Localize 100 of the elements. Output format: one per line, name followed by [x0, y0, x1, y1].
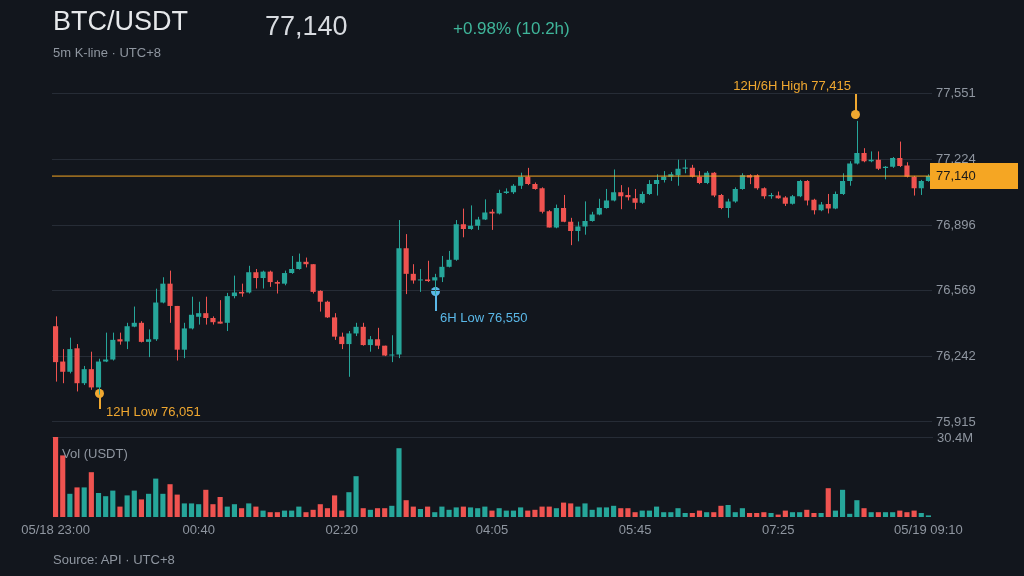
candlestick — [560, 194, 567, 223]
annotation: 12H/6H High 77,415 — [733, 78, 851, 93]
bar — [95, 493, 102, 517]
bar — [153, 478, 159, 517]
bar — [553, 508, 559, 517]
candlestick — [804, 179, 810, 206]
bar — [117, 506, 123, 517]
candlestick — [160, 276, 166, 304]
bar — [503, 510, 509, 517]
bar — [81, 487, 87, 517]
y-tick-label: 76,569 — [936, 282, 976, 298]
candlestick — [181, 322, 187, 359]
candlestick — [897, 141, 903, 168]
candlestick — [632, 188, 638, 210]
candlestick — [146, 328, 152, 358]
y-tick-label: 77,551 — [936, 85, 976, 101]
bar — [496, 508, 502, 517]
chart-title: BTC/USDT — [53, 6, 188, 37]
candlestick — [496, 189, 502, 215]
bar — [918, 513, 924, 517]
bar — [668, 512, 674, 517]
bar — [239, 508, 245, 517]
text: 77,140 — [265, 11, 348, 42]
bar — [103, 496, 109, 517]
candlestick — [88, 351, 94, 391]
bar — [804, 509, 810, 517]
candlestick — [317, 289, 323, 313]
bar — [310, 509, 316, 517]
x-tick-label: 05:45 — [618, 522, 652, 538]
bar — [253, 506, 259, 517]
candlestick — [389, 334, 395, 363]
bar — [217, 497, 223, 517]
annotation: 6H Low 76,550 — [440, 310, 528, 325]
bar — [689, 513, 695, 517]
candlestick — [425, 260, 431, 283]
bar — [725, 505, 731, 517]
bar — [525, 510, 531, 517]
bar — [346, 492, 352, 517]
bar — [782, 510, 788, 517]
bar — [203, 489, 209, 517]
candlestick — [81, 365, 87, 386]
x-tick-label: 02:20 — [325, 522, 359, 538]
bar — [539, 506, 545, 517]
bar — [847, 513, 853, 517]
bar — [453, 507, 459, 517]
bar — [489, 510, 495, 517]
bar — [625, 508, 631, 517]
candlestick — [246, 265, 252, 294]
bar — [661, 512, 667, 517]
bar — [324, 508, 331, 517]
bar — [718, 505, 724, 517]
y-tick-label: 76,242 — [936, 347, 976, 363]
bar — [131, 490, 137, 517]
bar — [882, 512, 889, 517]
candlestick — [274, 279, 280, 294]
candlestick — [374, 327, 381, 350]
candlestick — [725, 198, 731, 219]
bar — [589, 509, 595, 517]
bar — [704, 512, 710, 517]
bar — [74, 487, 80, 517]
candlestick — [568, 217, 574, 246]
bar — [467, 507, 474, 517]
bar — [482, 506, 488, 517]
candlestick — [539, 186, 545, 214]
bar — [475, 508, 481, 517]
bar — [768, 513, 774, 517]
candlestick — [217, 299, 223, 325]
x-tick-label: 04:05 — [475, 522, 509, 538]
text: Vol (USDT) — [62, 446, 128, 461]
candlestick — [553, 204, 559, 229]
bar — [146, 493, 152, 517]
bar — [260, 510, 266, 517]
bar — [568, 503, 574, 517]
annotation: 12H Low 76,051 — [106, 404, 201, 419]
bar — [389, 505, 395, 517]
bar — [53, 437, 59, 517]
bar — [761, 512, 767, 517]
candlestick — [253, 268, 259, 289]
bar — [246, 503, 252, 517]
bar — [417, 509, 424, 517]
text: +0.98% (10.2h) — [453, 19, 570, 39]
candlestick — [675, 159, 681, 187]
bar — [374, 508, 381, 517]
bar — [789, 512, 796, 517]
bar — [353, 476, 359, 517]
bar — [138, 499, 145, 517]
candlestick — [188, 296, 195, 330]
bar — [811, 513, 817, 517]
bar — [546, 506, 552, 517]
bar — [639, 510, 645, 517]
bar — [382, 508, 388, 517]
bar — [839, 489, 846, 517]
candlestick — [67, 337, 73, 374]
candlestick — [103, 332, 109, 363]
bar — [174, 494, 180, 517]
candlestick — [124, 322, 130, 350]
candlestick — [196, 301, 202, 326]
bar — [367, 509, 373, 517]
bar — [289, 510, 295, 517]
bar — [396, 448, 402, 517]
